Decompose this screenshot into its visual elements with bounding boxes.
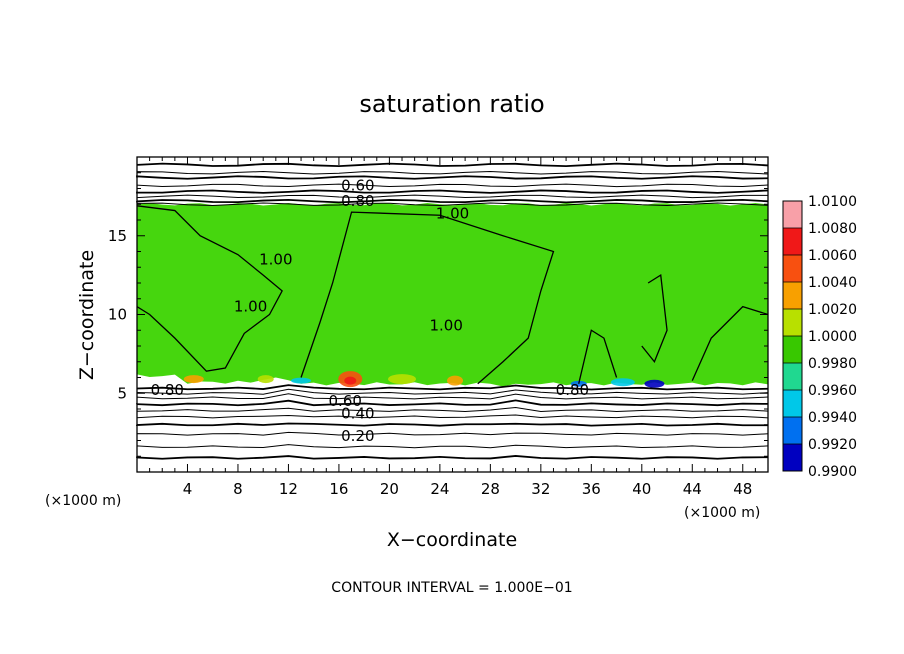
x-tick-label: 4 <box>183 480 193 498</box>
contour-interval-note: CONTOUR INTERVAL = 1.000E−01 <box>331 580 572 596</box>
colorbar-label: 1.0080 <box>808 221 857 237</box>
colorbar-swatch <box>783 201 802 229</box>
field-accent <box>183 375 204 384</box>
x-tick-label: 48 <box>733 480 752 498</box>
field-accent <box>291 377 312 384</box>
y-axis-label: Z−coordinate <box>76 250 98 380</box>
x-unit-label: (×1000 m) <box>45 493 121 509</box>
one-contour-line <box>641 274 668 364</box>
contour-label: 0.20 <box>341 427 374 445</box>
colorbar-label: 0.9960 <box>808 383 857 399</box>
colorbar-label: 0.9940 <box>808 410 857 426</box>
x-tick-label: 28 <box>481 480 500 498</box>
field-accent <box>644 379 665 388</box>
contour-label: 0.60 <box>329 392 362 410</box>
upper-contour-line <box>136 183 769 188</box>
x-tick-label: 8 <box>233 480 243 498</box>
x-tick-label: 36 <box>582 480 601 498</box>
upper-contour-line <box>136 202 769 206</box>
colorbar-swatch <box>783 336 802 364</box>
lower-contour-line <box>136 455 769 460</box>
contour-label: 0.80 <box>341 192 374 210</box>
one-contour-line <box>578 329 618 384</box>
plot-area: 0.600.801.001.001.001.000.80 0.800.600.40… <box>108 156 769 498</box>
one-contour-line <box>691 305 769 381</box>
lower-contour-line <box>136 414 769 419</box>
colorbar-swatch <box>783 444 802 472</box>
x-tick-label: 24 <box>430 480 449 498</box>
contour-label: 0.40 <box>341 405 374 423</box>
colorbar-swatch <box>783 282 802 310</box>
upper-contour-line <box>136 162 769 168</box>
y-tick-label: 5 <box>117 384 127 402</box>
lower-contour-line <box>136 406 769 413</box>
saturated-field <box>137 202 768 387</box>
colorbar-swatch <box>783 228 802 256</box>
colorbar-label: 0.9920 <box>808 437 857 453</box>
colorbar-swatch <box>783 390 802 418</box>
colorbar-label: 1.0020 <box>808 302 857 318</box>
field-accent <box>388 374 417 385</box>
contour-label: 0.80 <box>556 381 589 399</box>
y-tick-label: 15 <box>108 227 127 245</box>
contour-label: 1.00 <box>429 317 462 335</box>
lower-contour-line <box>136 393 769 400</box>
lower-contour-line <box>136 431 769 436</box>
colorbar-swatch <box>783 417 802 445</box>
one-contour-line <box>300 211 555 385</box>
colorbar-label: 1.0040 <box>808 275 857 291</box>
x-tick-label: 40 <box>632 480 651 498</box>
colorbar-label: 0.9900 <box>808 464 857 480</box>
z-unit-label: (×1000 m) <box>684 505 760 521</box>
lower-contour-line <box>136 444 769 449</box>
field-accent <box>257 375 274 384</box>
x-axis-label: X−coordinate <box>387 529 517 551</box>
colorbar: 1.0100 1.0080 1.0060 1.0040 1.0020 1.0000 0.99… <box>782 194 857 480</box>
upper-contour-line <box>136 175 769 180</box>
field-accent <box>447 375 464 386</box>
contour-label: 0.80 <box>151 381 184 399</box>
chart-title: saturation ratio <box>359 90 544 118</box>
field-accent <box>610 378 635 387</box>
y-tick-label: 10 <box>108 306 127 324</box>
lower-contour-line <box>136 384 769 391</box>
field-accent <box>344 376 357 385</box>
x-tick-label: 16 <box>329 480 348 498</box>
upper-contour-line <box>136 171 769 175</box>
lower-contour-line <box>136 399 769 407</box>
lower-contour-line <box>136 388 769 395</box>
contour-label: 1.00 <box>259 250 292 268</box>
colorbar-label: 1.0100 <box>808 194 857 210</box>
contour-label: 1.00 <box>436 205 469 223</box>
contour-label: 0.60 <box>341 176 374 194</box>
lower-contour-line <box>136 422 769 427</box>
one-contour-line <box>136 205 283 372</box>
x-tick-label: 32 <box>531 480 550 498</box>
colorbar-label: 1.0060 <box>808 248 857 264</box>
x-tick-label: 44 <box>683 480 702 498</box>
contour-label: 1.00 <box>234 298 267 316</box>
colorbar-swatch <box>783 363 802 391</box>
colorbar-swatch <box>783 309 802 337</box>
upper-contour-line <box>136 194 769 199</box>
x-tick-label: 20 <box>380 480 399 498</box>
colorbar-label: 0.9980 <box>808 356 857 372</box>
x-tick-label: 12 <box>279 480 298 498</box>
colorbar-swatch <box>783 255 802 283</box>
colorbar-label: 1.0000 <box>808 329 857 345</box>
upper-contour-line <box>136 189 769 194</box>
upper-contour-line <box>136 198 769 204</box>
